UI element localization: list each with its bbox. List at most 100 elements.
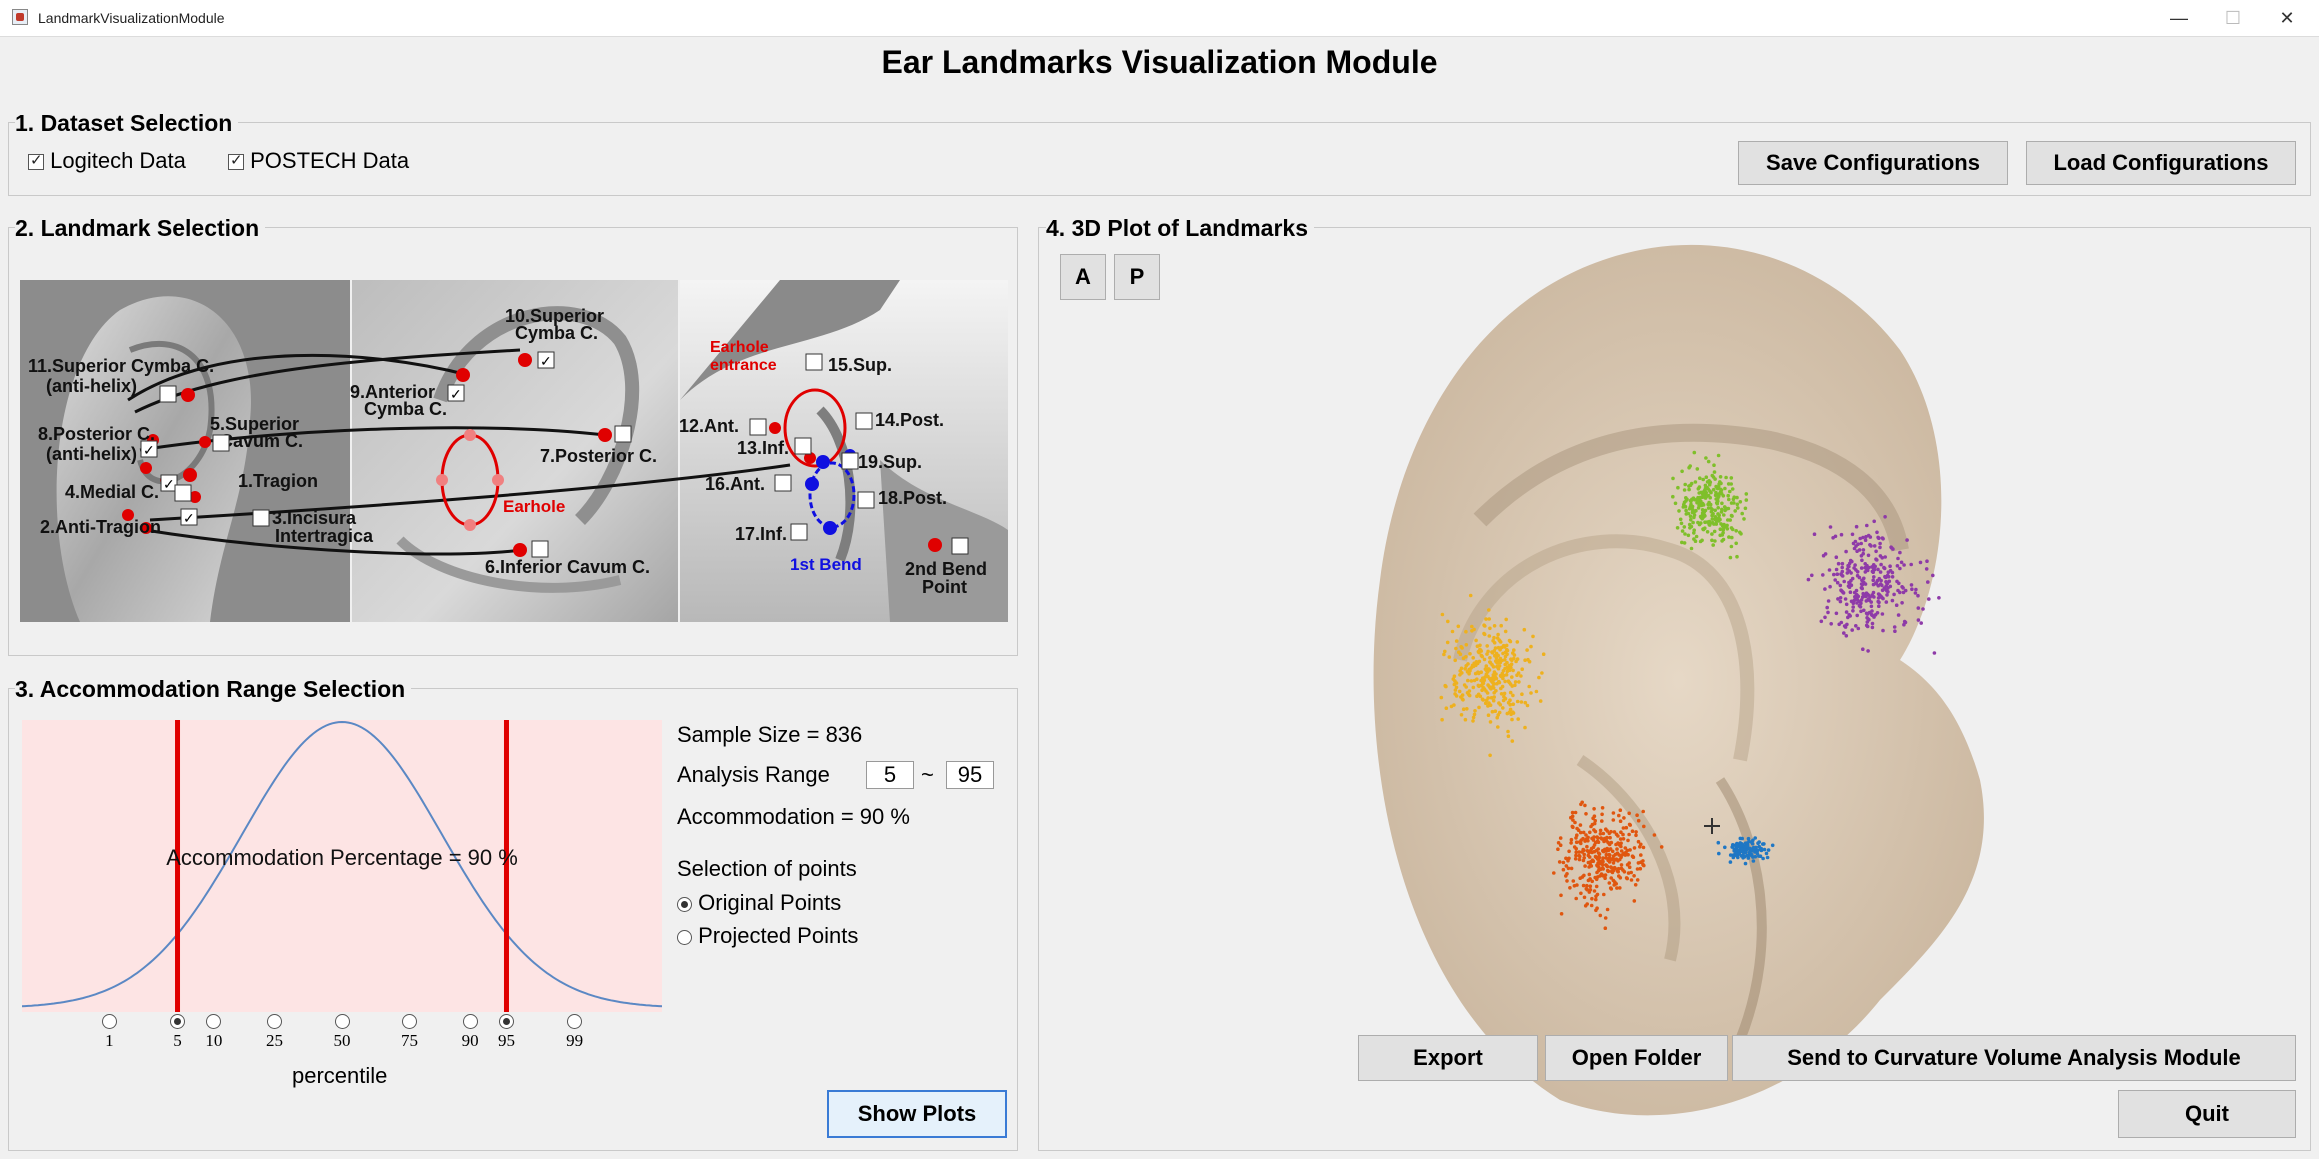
range-low-input[interactable]: 5 xyxy=(866,761,914,789)
percentile-tick-label: 10 xyxy=(205,1031,223,1050)
landmark-checkbox-17[interactable] xyxy=(790,523,808,541)
original-points-option[interactable]: Original Points xyxy=(677,890,841,916)
landmark-point xyxy=(1890,570,1895,575)
landmark-point xyxy=(1737,842,1742,846)
landmark-checkbox-12[interactable] xyxy=(749,418,767,436)
percentile-radio-50[interactable] xyxy=(334,1014,350,1030)
landmark-checkbox-18[interactable] xyxy=(857,491,875,509)
minimize-button[interactable]: — xyxy=(2170,8,2188,28)
landmark-point xyxy=(1592,843,1597,847)
landmark-point xyxy=(1440,612,1445,617)
percentile-tick-90[interactable]: 90 xyxy=(455,1013,485,1051)
postech-checkbox[interactable] xyxy=(228,151,244,171)
percentile-radio-1[interactable] xyxy=(101,1014,117,1030)
landmark-label-3: 3.Incisura xyxy=(272,508,357,528)
landmark-point xyxy=(1731,855,1736,860)
landmark-point xyxy=(1507,680,1512,685)
export-button[interactable]: Export xyxy=(1358,1035,1538,1081)
landmark-checkbox-9[interactable] xyxy=(447,384,465,402)
range-high-input[interactable]: 95 xyxy=(946,761,994,789)
logitech-checkbox[interactable] xyxy=(28,151,44,171)
landmark-point xyxy=(1516,671,1521,675)
landmark-checkbox-7[interactable] xyxy=(614,425,632,443)
landmark-point xyxy=(1583,839,1587,843)
landmark-checkbox-2[interactable] xyxy=(180,508,198,526)
landmark-checkbox-14[interactable] xyxy=(855,412,873,430)
landmark-checkbox-11[interactable] xyxy=(159,385,177,403)
landmark-checkbox-15[interactable] xyxy=(805,353,823,371)
dataset-option-postech[interactable]: POSTECH Data xyxy=(228,148,409,174)
landmark-point xyxy=(1739,532,1743,536)
view-a-button[interactable]: A xyxy=(1060,254,1106,300)
percentile-radio-95[interactable] xyxy=(498,1014,514,1030)
percentile-radio-25[interactable] xyxy=(267,1014,283,1030)
landmark-point xyxy=(1489,696,1494,700)
landmark-checkbox-5[interactable] xyxy=(212,434,230,452)
close-button[interactable]: ✕ xyxy=(2279,8,2295,28)
landmark-checkbox-3[interactable] xyxy=(252,509,270,527)
landmark-checkbox-1[interactable] xyxy=(160,474,178,492)
percentile-radio-90[interactable] xyxy=(462,1014,478,1030)
landmark-point xyxy=(1607,881,1612,885)
landmark-checkbox-6[interactable] xyxy=(531,540,549,558)
landmark-point xyxy=(1573,857,1578,861)
percentile-tick-95[interactable]: 95 xyxy=(491,1013,521,1051)
landmark-label-12: 12.Ant. xyxy=(679,416,739,436)
landmark-point xyxy=(1732,849,1736,853)
percentile-tick-label: 5 xyxy=(173,1031,182,1050)
landmark-point xyxy=(1690,507,1695,512)
load-configurations-button[interactable]: Load Configurations xyxy=(2026,141,2296,185)
landmark-checkbox-20[interactable] xyxy=(951,537,969,555)
landmark-point xyxy=(1909,583,1914,587)
show-plots-button[interactable]: Show Plots xyxy=(827,1090,1007,1138)
landmark-point xyxy=(1766,848,1771,852)
percentile-radio-75[interactable] xyxy=(401,1014,417,1030)
landmark-point xyxy=(1619,863,1624,867)
percentile-tick-25[interactable]: 25 xyxy=(260,1013,290,1051)
percentile-tick-75[interactable]: 75 xyxy=(394,1013,424,1051)
landmark-point xyxy=(1892,592,1896,597)
projected-points-option[interactable]: Projected Points xyxy=(677,923,858,949)
landmark-checkbox-10[interactable] xyxy=(537,351,555,369)
percentile-radio-5[interactable] xyxy=(170,1014,185,1030)
landmark-point xyxy=(1880,612,1885,616)
landmark-checkboxes[interactable]: ✓ ✓ ✓ ✓ ✓ xyxy=(140,351,969,558)
percentile-tick-1[interactable]: 1 xyxy=(94,1013,124,1051)
landmark-checkbox-8[interactable] xyxy=(140,440,158,458)
landmark-point xyxy=(1615,847,1619,851)
landmark-checkbox-16[interactable] xyxy=(774,474,792,492)
ear-3d-plot[interactable] xyxy=(1340,240,2040,1120)
landmark-point xyxy=(1634,833,1638,838)
landmark-point xyxy=(1516,717,1520,721)
save-configurations-button[interactable]: Save Configurations xyxy=(1738,141,2008,185)
landmark-point xyxy=(1582,873,1586,878)
landmark-point xyxy=(1859,582,1864,586)
percentile-tick-5[interactable]: 5 xyxy=(163,1013,193,1051)
original-points-radio[interactable] xyxy=(677,896,692,912)
landmark-point xyxy=(1635,867,1640,871)
landmark-point xyxy=(1641,809,1645,814)
landmark-point xyxy=(1856,594,1861,599)
open-folder-button[interactable]: Open Folder xyxy=(1545,1035,1728,1081)
landmark-checkbox-19[interactable] xyxy=(841,452,859,470)
percentile-tick-10[interactable]: 10 xyxy=(199,1013,229,1051)
landmark-checkbox-4[interactable] xyxy=(174,484,192,502)
accommodation-text: Accommodation = 90 % xyxy=(677,804,910,829)
percentile-tick-50[interactable]: 50 xyxy=(327,1013,357,1051)
landmark-point xyxy=(1755,851,1760,856)
landmark-point xyxy=(1627,832,1631,837)
quit-button[interactable]: Quit xyxy=(2118,1090,2296,1138)
landmark-point xyxy=(1937,596,1941,600)
percentile-radio-99[interactable] xyxy=(567,1014,583,1030)
percentile-radio-10[interactable] xyxy=(206,1014,222,1030)
landmark-point xyxy=(1503,654,1508,659)
maximize-button[interactable]: ☐ xyxy=(2224,8,2242,28)
dataset-option-logitech[interactable]: Logitech Data xyxy=(28,148,186,174)
landmark-checkbox-13[interactable] xyxy=(794,437,812,455)
percentile-tick-99[interactable]: 99 xyxy=(560,1013,590,1051)
projected-points-radio[interactable] xyxy=(677,929,692,945)
send-to-curvature-module-button[interactable]: Send to Curvature Volume Analysis Module xyxy=(1732,1035,2296,1081)
view-p-button[interactable]: P xyxy=(1114,254,1160,300)
landmark-point xyxy=(1724,506,1728,511)
green-cluster xyxy=(1671,450,1749,560)
